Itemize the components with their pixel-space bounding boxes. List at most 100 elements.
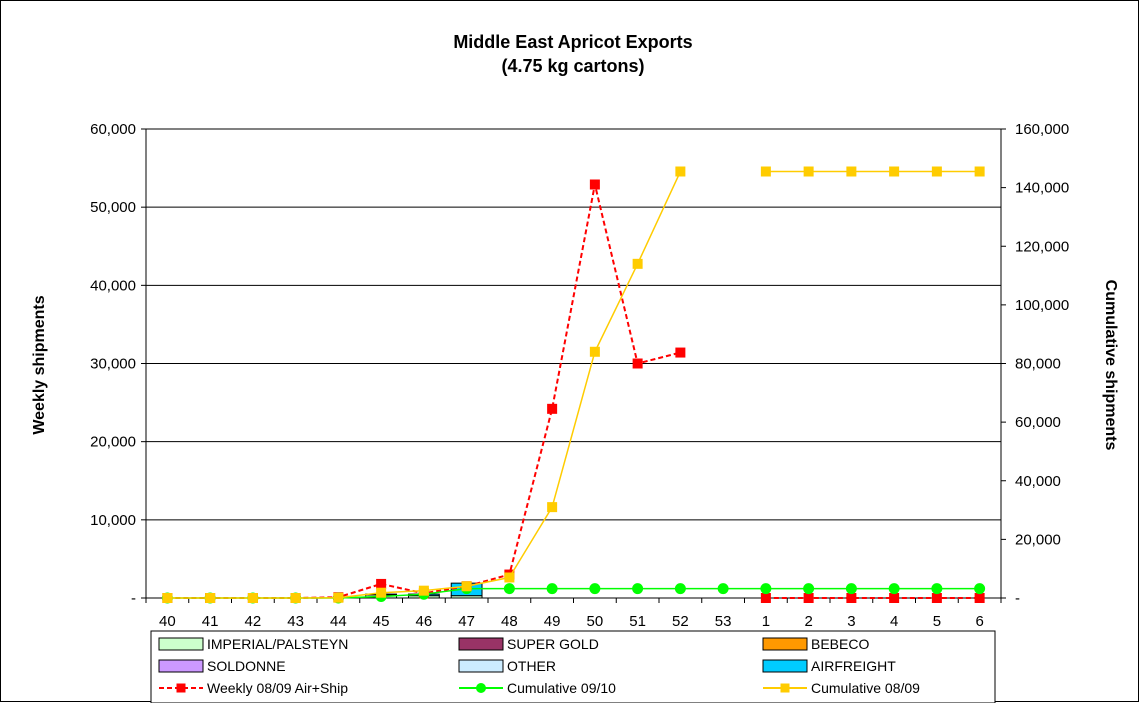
legend-label-imperial-palsteyn: IMPERIAL/PALSTEYN bbox=[207, 636, 348, 652]
point-weekly-08-09-air-ship bbox=[547, 403, 558, 414]
y-left-tick-label: 60,000 bbox=[90, 121, 136, 138]
point-weekly-08-09-air-ship bbox=[589, 179, 600, 190]
legend-label-bebeco: BEBECO bbox=[811, 636, 869, 652]
point-cumulative-09-10 bbox=[717, 583, 729, 595]
legend-label-soldonne: SOLDONNE bbox=[207, 658, 286, 674]
y-axis-left-title: Weekly shipments bbox=[31, 295, 48, 434]
point-cumulative-08-09 bbox=[418, 585, 429, 596]
legend-label-super-gold: SUPER GOLD bbox=[507, 636, 599, 652]
x-tick-label: 6 bbox=[975, 613, 983, 630]
y-right-tick-label: 80,000 bbox=[1015, 356, 1061, 373]
y-right-tick-label: 100,000 bbox=[1015, 297, 1069, 314]
point-cumulative-08-09 bbox=[547, 502, 558, 513]
x-tick-label: 45 bbox=[373, 613, 390, 630]
legend-label-weekly-08-09-air-ship: Weekly 08/09 Air+Ship bbox=[207, 680, 348, 696]
y-right-tick-label: 120,000 bbox=[1015, 238, 1069, 255]
point-cumulative-09-10 bbox=[974, 583, 986, 595]
x-tick-label: 47 bbox=[458, 613, 475, 630]
x-tick-label: 41 bbox=[202, 613, 219, 630]
point-cumulative-09-10 bbox=[503, 583, 515, 595]
point-weekly-08-09-air-ship bbox=[376, 578, 387, 589]
legend-marker-weekly-08-09-air-ship bbox=[176, 683, 186, 693]
legend-label-other: OTHER bbox=[507, 658, 556, 674]
plot-area: - 10,000 20,000 30,000 40,000 50,000 60,000 - 20… bbox=[90, 121, 1069, 630]
point-cumulative-08-09 bbox=[760, 166, 771, 177]
chart-title: Middle East Apricot Exports bbox=[453, 32, 692, 52]
point-cumulative-08-09 bbox=[205, 593, 216, 603]
legend-label-airfreight: AIRFREIGHT bbox=[811, 658, 896, 674]
point-cumulative-08-09 bbox=[589, 346, 600, 357]
legend-box bbox=[150, 630, 996, 703]
point-weekly-08-09-air-ship bbox=[632, 358, 643, 369]
x-tick-label: 2 bbox=[804, 613, 812, 630]
point-cumulative-09-10 bbox=[632, 583, 644, 595]
x-tick-label: 51 bbox=[629, 613, 646, 630]
point-cumulative-08-09 bbox=[461, 581, 472, 592]
point-cumulative-08-09 bbox=[247, 593, 258, 603]
x-tick-label: 53 bbox=[715, 613, 732, 630]
y-left-tick-label: 30,000 bbox=[90, 356, 136, 373]
point-cumulative-08-09 bbox=[803, 166, 814, 177]
line-cumulative-08-09 bbox=[167, 171, 682, 599]
line-cumulative-09-10 bbox=[167, 587, 980, 599]
legend-swatch-other bbox=[458, 659, 504, 673]
y-axis-right-title: Cumulative shipments bbox=[1102, 280, 1119, 451]
point-cumulative-09-10 bbox=[589, 583, 601, 595]
legend-swatch-imperial-palsteyn bbox=[158, 637, 204, 651]
line-weekly-08-09-air-ship bbox=[167, 184, 681, 599]
point-cumulative-08-09 bbox=[632, 258, 643, 269]
point-weekly-08-09-air-ship bbox=[760, 593, 771, 603]
point-cumulative-09-10 bbox=[760, 583, 772, 595]
legend-label-cumulative-08-09: Cumulative 08/09 bbox=[811, 680, 920, 696]
point-cumulative-09-10 bbox=[931, 583, 943, 595]
y-left-tick-label: 40,000 bbox=[90, 277, 136, 294]
point-weekly-08-09-air-ship bbox=[889, 593, 900, 603]
legend-swatch-bebeco bbox=[762, 637, 808, 651]
point-cumulative-08-09 bbox=[290, 593, 301, 603]
y-left-tick-label: 50,000 bbox=[90, 199, 136, 216]
point-cumulative-09-10 bbox=[845, 583, 857, 595]
x-tick-label: 46 bbox=[416, 613, 433, 630]
y-right-tick-label: 40,000 bbox=[1015, 473, 1061, 490]
legend-marker-cumulative-08-09 bbox=[780, 683, 790, 693]
x-tick-label: 40 bbox=[159, 613, 176, 630]
x-tick-label: 5 bbox=[933, 613, 941, 630]
y-right-tick-label: 140,000 bbox=[1015, 180, 1069, 197]
legend-swatch-super-gold bbox=[458, 637, 504, 651]
point-cumulative-09-10 bbox=[674, 583, 686, 595]
x-tick-label: 1 bbox=[762, 613, 770, 630]
y-left-tick-label: 10,000 bbox=[90, 512, 136, 529]
point-cumulative-08-09 bbox=[333, 592, 344, 603]
y-right-tick-label: 60,000 bbox=[1015, 414, 1061, 431]
point-cumulative-09-10 bbox=[888, 583, 900, 595]
y-left-tick-label: - bbox=[131, 590, 136, 607]
point-cumulative-08-09 bbox=[974, 166, 985, 177]
y-right-tick-label: - bbox=[1015, 590, 1020, 607]
point-cumulative-08-09 bbox=[376, 587, 387, 598]
point-cumulative-08-09 bbox=[504, 572, 515, 583]
x-tick-label: 50 bbox=[587, 613, 604, 630]
legend-swatch-airfreight bbox=[762, 659, 808, 673]
point-cumulative-08-09 bbox=[931, 166, 942, 177]
point-weekly-08-09-air-ship bbox=[931, 593, 942, 603]
point-cumulative-09-10 bbox=[546, 583, 558, 595]
point-weekly-08-09-air-ship bbox=[803, 593, 814, 603]
point-cumulative-08-09 bbox=[846, 166, 857, 177]
y-left-tick-label: 20,000 bbox=[90, 434, 136, 451]
x-tick-label: 49 bbox=[544, 613, 561, 630]
x-tick-label: 42 bbox=[245, 613, 262, 630]
x-tick-label: 4 bbox=[890, 613, 898, 630]
point-cumulative-08-09 bbox=[889, 166, 900, 177]
legend: IMPERIAL/PALSTEYN SUPER GOLD BEBECO SOLDONN… bbox=[150, 630, 996, 703]
y-right-tick-label: 20,000 bbox=[1015, 531, 1061, 548]
point-cumulative-08-09 bbox=[675, 166, 686, 177]
legend-label-cumulative-09-10: Cumulative 09/10 bbox=[507, 680, 616, 696]
point-weekly-08-09-air-ship bbox=[675, 347, 686, 358]
point-cumulative-08-09 bbox=[162, 593, 173, 603]
legend-marker-cumulative-09-10 bbox=[476, 683, 486, 693]
y-right-tick-label: 160,000 bbox=[1015, 121, 1069, 138]
legend-swatch-soldonne bbox=[158, 659, 204, 673]
point-weekly-08-09-air-ship bbox=[846, 593, 857, 603]
